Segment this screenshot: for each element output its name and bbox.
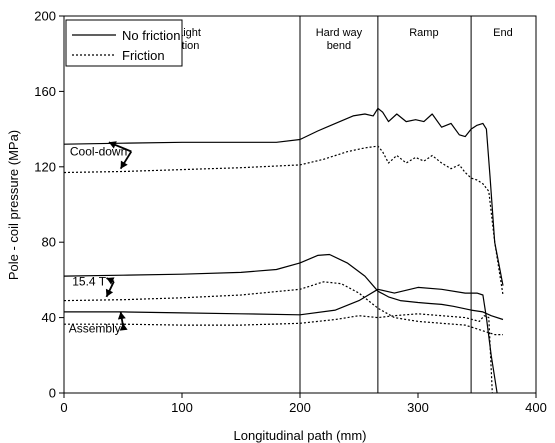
section-label-2: Ramp: [409, 27, 438, 39]
y-tick-label: 160: [34, 84, 56, 99]
annotation-arrow-head: [105, 288, 114, 297]
y-axis: 0 40 80 120 160 200: [34, 9, 64, 401]
annotation-label: 15.4 T: [72, 275, 106, 289]
annotation-arrow-head: [117, 311, 126, 320]
x-tick-label: 0: [60, 400, 67, 415]
section-label-3: End: [493, 27, 513, 39]
x-axis-title: Longitudinal path (mm): [234, 428, 367, 443]
annotation-arrow-head: [106, 277, 115, 285]
series-line-cool-down-no-friction: [63, 107, 504, 286]
annotation-label: Assembly: [69, 322, 121, 336]
x-tick-label: 200: [289, 400, 311, 415]
section-label-1: Hard way: [316, 27, 363, 39]
legend-label-friction: Friction: [122, 48, 165, 63]
series-layer: [63, 107, 504, 394]
y-tick-label: 200: [34, 9, 56, 24]
x-tick-label: 100: [171, 400, 193, 415]
y-axis-title: Pole - coil pressure (MPa): [6, 130, 21, 280]
series-line-15-4-t-no-friction: [63, 253, 504, 321]
annotation-arrow-head: [119, 323, 128, 331]
section-dividers: [299, 16, 472, 393]
series-line-assembly-friction: [64, 313, 493, 394]
legend: No friction Friction: [65, 19, 183, 67]
y-tick-label: 80: [42, 235, 56, 250]
y-tick-label: 0: [49, 386, 56, 401]
x-tick-label: 400: [525, 400, 547, 415]
series-line-assembly-no-friction: [64, 286, 498, 394]
legend-box: [65, 19, 183, 67]
series-line-cool-down-friction: [63, 145, 504, 296]
y-tick-label: 120: [34, 159, 56, 174]
y-tick-label: 40: [42, 310, 56, 325]
annotation-label: Cool-down: [70, 144, 127, 158]
series-line-15-4-t-friction: [63, 281, 503, 336]
annotation-arrow-head: [120, 160, 128, 169]
annotations: Cool-down 15.4 T Assembly: [69, 141, 133, 336]
annotation-arrow-head: [108, 141, 117, 149]
x-axis: 0 100 200 300 400: [60, 393, 547, 415]
section-label-1: bend: [327, 40, 351, 52]
legend-label-no-friction: No friction: [122, 28, 181, 43]
x-tick-label: 300: [407, 400, 429, 415]
